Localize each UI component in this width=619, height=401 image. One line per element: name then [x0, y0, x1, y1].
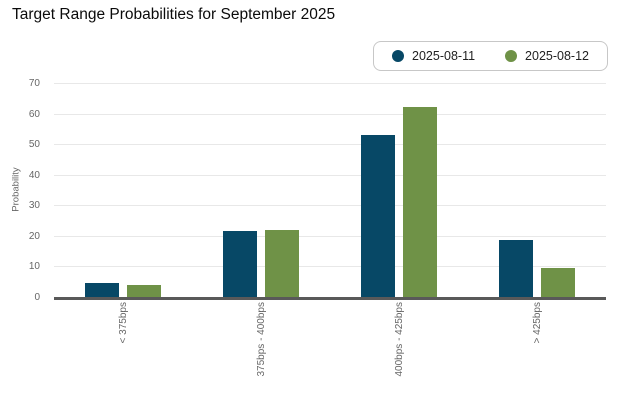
bar-group-4: [468, 84, 606, 298]
y-tick-label: 10: [28, 261, 40, 273]
series-blue-marker-icon: [392, 50, 405, 62]
x-label-cell: 375bps - 400bps: [192, 302, 330, 397]
bar-2025-08-11-375bps-400bps[interactable]: [223, 231, 257, 298]
bar-group-2: [192, 84, 330, 298]
y-tick-label: 60: [28, 108, 40, 120]
x-label-cell: < 375bps: [54, 302, 192, 397]
legend-item-2025-08-12[interactable]: 2025-08-12: [505, 49, 589, 63]
gridline: [54, 83, 606, 84]
y-tick-label: 70: [28, 78, 40, 89]
x-label-cell: 400bps - 425bps: [330, 302, 468, 397]
bar-group-3: [330, 84, 468, 298]
bar-2025-08-11-<375bps[interactable]: [85, 282, 119, 298]
bar-2025-08-12-375bps-400bps[interactable]: [265, 230, 299, 298]
bar-groups: [54, 84, 606, 298]
gridline: [54, 174, 606, 176]
y-tick-label: 40: [28, 169, 40, 181]
bar-2025-08-11-400bps-425bps[interactable]: [361, 135, 395, 298]
bar-group-1: [54, 84, 192, 298]
x-label-cell: > 425bps: [468, 302, 606, 397]
plot-area: [54, 83, 606, 300]
legend-item-2025-08-11[interactable]: 2025-08-11: [392, 49, 475, 63]
y-axis: 0 10 20 30 40 50 60 70: [0, 78, 40, 303]
bar-2025-08-12-<375bps[interactable]: [127, 284, 161, 298]
y-tick-label: 20: [28, 230, 40, 242]
legend-label: 2025-08-11: [412, 49, 476, 63]
x-axis-line: [54, 297, 606, 300]
x-tick-label: 400bps - 425bps: [393, 302, 405, 377]
x-axis-labels: < 375bps 375bps - 400bps 400bps - 425bps > …: [54, 302, 606, 397]
legend: 2025-08-11 2025-08-12: [373, 41, 608, 71]
y-tick-label: 50: [28, 139, 40, 151]
gridline: [54, 113, 606, 115]
gridline: [54, 205, 606, 207]
bar-2025-08-12-400bps-425bps[interactable]: [403, 106, 437, 298]
y-tick-label: 30: [28, 200, 40, 212]
bar-2025-08-11->425bps[interactable]: [499, 239, 533, 298]
page-title: Target Range Probabilities for September…: [12, 6, 336, 23]
x-tick-label: 375bps - 400bps: [255, 302, 267, 377]
x-tick-label: < 375bps: [117, 302, 129, 344]
gridline: [54, 144, 606, 146]
y-tick-label: 0: [34, 292, 40, 303]
legend-label: 2025-08-12: [525, 49, 589, 63]
x-tick-label: > 425bps: [531, 302, 543, 344]
bar-2025-08-12->425bps[interactable]: [541, 268, 575, 298]
gridline: [54, 235, 606, 237]
gridline: [54, 266, 606, 268]
series-green-marker-icon: [505, 50, 518, 62]
